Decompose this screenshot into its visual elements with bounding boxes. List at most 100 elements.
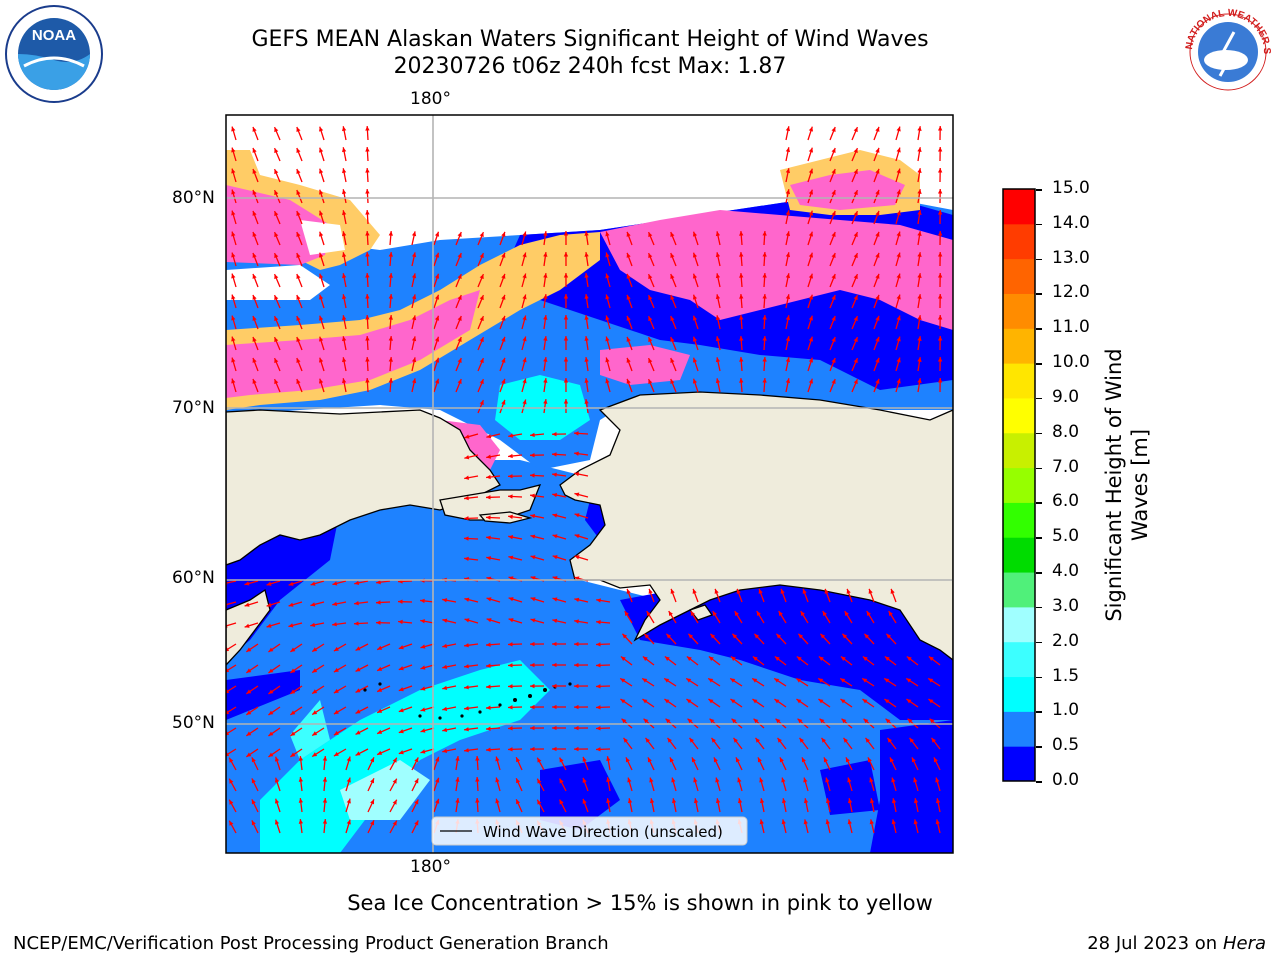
wave-arrow-head [642,656,648,661]
wave-arrow-head [819,718,825,724]
wave-arrow-head [648,253,653,259]
wave-arrow-head [831,295,836,300]
wave-arrow-head [266,602,272,607]
wave-arrow-head [853,211,858,217]
wave-arrow-head [621,718,627,724]
colorbar-tick [1036,189,1042,191]
wave-arrow-head [752,656,758,661]
wave-arrow-head [434,357,440,363]
wave-arrow-head [563,357,569,362]
wave-arrow-head [733,737,738,743]
wave-arrow-head [442,643,448,648]
wave-arrow-head [464,597,470,602]
wave-arrow-head [342,147,347,153]
wave-arrow-head [252,168,257,174]
wave-arrow-head [290,752,296,757]
land-masses [226,391,953,666]
lon-label-bottom: 180° [410,857,451,877]
wave-arrow-head [244,623,250,628]
wave-arrow-head [268,731,274,736]
wave-arrow-head [596,598,601,603]
wave-arrow-head [625,757,630,763]
colorbar-segment [1003,432,1035,469]
wave-arrow-head [692,252,698,258]
wave-arrow-head [711,737,716,743]
wave-arrow-head [868,588,873,594]
wave-arrow-head [796,699,802,704]
wave-arrow-head [457,337,462,343]
wave-arrow-head [244,602,250,607]
wave-arrow-head [274,127,279,133]
wave-arrow-head [937,189,943,194]
wave-arrow-head [377,729,383,734]
wave-arrow-head [231,210,236,216]
wave-arrow [226,580,237,584]
wave-arrow-head [574,492,580,497]
wave-arrow-head [342,273,347,279]
wave-arrow-head [376,600,381,605]
wave-arrow-head [246,668,252,673]
wave-arrow-head [530,514,536,519]
wave-arrow-head [669,757,674,763]
wave-arrow-head [875,336,880,342]
wave-arrow-head [937,147,943,152]
wave-arrow-head [388,273,393,278]
wave-arrow-head [935,777,940,783]
wave-arrow-head [808,168,813,174]
wave-arrow-head [388,378,393,383]
colorbar-tick [1036,502,1042,504]
wave-arrow-head [831,358,836,363]
wave-arrow-head [917,210,922,215]
kodiak [688,604,714,621]
wave-arrow-head [388,336,393,341]
wave-arrow-head [896,168,901,174]
wave-arrow-head [714,588,719,594]
st-lawrence-island [478,511,533,524]
wave-arrow-head [739,336,744,341]
wave-arrow-head [530,493,535,498]
wave-arrow-head [648,379,653,385]
wave-arrow-head [231,168,236,174]
wave-arrow-head [831,253,836,258]
wave-arrow-head [584,315,589,320]
wave-arrow-head [274,756,280,762]
wave-arrow-head [896,357,901,363]
wave-arrow-head [312,731,318,736]
wave-arrow-head [755,737,760,743]
wave-arrow-head [853,169,858,175]
wave-arrow-head [757,757,762,763]
colorbar-tick-label: 15.0 [1052,178,1090,198]
wave-arrow-head [869,798,875,804]
wave-arrow-head [752,678,758,683]
wave-arrow-head [710,633,716,639]
wave-arrow-head [354,621,359,626]
wave-arrow-head [455,798,460,803]
wave-arrow-head [847,798,853,804]
wave-arrow-head [574,641,579,647]
wave-arrow-head [346,756,351,762]
wave-arrow-head [508,663,513,668]
wave-arrow-head [559,778,564,784]
wave-arrow-head [231,231,236,237]
wave-arrow-head [552,513,558,518]
caption: Sea Ice Concentration > 15% is shown in … [347,891,933,915]
wave-arrow-head [274,253,279,259]
wave-arrow-head [312,752,318,757]
wave-arrow-head [251,820,256,826]
wave-arrow-head [251,757,256,763]
wave-arrow-head [808,357,813,363]
wave-arrow-head [739,357,744,362]
wave-arrow-head [671,777,676,783]
wave-arrow-head [479,232,484,238]
wave-arrow-head [891,777,896,783]
wave-arrow-head [759,777,764,783]
colorbar-tick-label: 3.0 [1052,595,1080,616]
wave-arrow-head [346,798,351,804]
wave-arrow-head [333,667,339,673]
wave-arrow-head [730,678,736,683]
wave-arrow-head [664,678,670,683]
wave-arrow-head [584,378,589,383]
wave-arrow-head [853,253,858,259]
wave-arrow-head [464,516,469,521]
wave-arrow-head [457,379,462,385]
